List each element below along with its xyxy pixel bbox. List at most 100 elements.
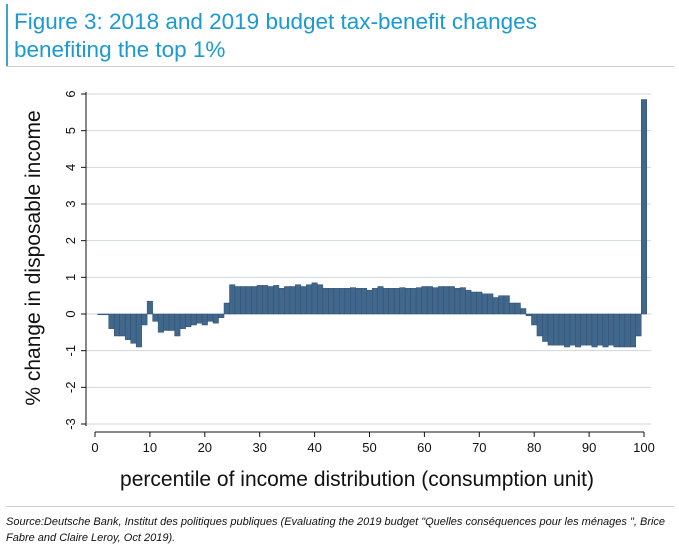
bar	[553, 313, 560, 346]
bar	[619, 313, 626, 348]
bar	[344, 288, 351, 315]
bar	[404, 288, 411, 315]
bar	[487, 293, 494, 315]
bar	[586, 313, 593, 346]
gridlines	[86, 93, 651, 425]
bar	[240, 286, 247, 315]
bars	[97, 99, 647, 348]
bar	[641, 99, 647, 315]
bar	[624, 313, 631, 348]
bar	[218, 313, 225, 318]
bar	[415, 287, 422, 315]
bar	[157, 313, 164, 333]
bar	[536, 313, 543, 337]
bar	[476, 291, 483, 315]
bar	[207, 313, 214, 322]
bar	[223, 302, 230, 315]
source-note: Source:Deutsche Bank, Institut des polit…	[6, 516, 666, 544]
bar	[256, 285, 263, 315]
bar	[251, 286, 258, 315]
y-tick-label: 5	[63, 127, 78, 134]
y-tick-label: -2	[63, 382, 78, 394]
bar	[278, 288, 285, 315]
bar	[399, 287, 406, 315]
bar	[185, 313, 192, 328]
x-tick-label: 70	[472, 440, 486, 455]
bar	[113, 313, 120, 337]
bar	[454, 288, 461, 315]
x-tick-label: 10	[143, 440, 157, 455]
bar	[262, 285, 269, 315]
x-tick-label: 60	[417, 440, 431, 455]
bar	[212, 313, 219, 324]
x-axis-title: percentile of income distribution (consu…	[120, 468, 594, 491]
bar	[613, 313, 620, 348]
bar	[520, 308, 527, 315]
bar	[267, 286, 274, 315]
bar	[201, 313, 208, 326]
bar	[575, 313, 582, 348]
bar	[328, 288, 335, 315]
bar	[465, 289, 472, 315]
bar	[608, 313, 615, 346]
bar	[509, 302, 516, 315]
y-tick-label: 0	[63, 310, 78, 317]
bar	[289, 286, 296, 315]
bar	[597, 313, 604, 346]
bar	[426, 286, 433, 315]
bar	[196, 313, 203, 324]
x-tick-label: 20	[198, 440, 212, 455]
bar	[102, 313, 109, 316]
bar	[273, 285, 280, 315]
bar	[300, 286, 307, 315]
bar	[190, 313, 197, 326]
figure-title-line-1: Figure 3: 2018 and 2019 budget tax-benef…	[14, 9, 537, 34]
y-tick-label: 2	[63, 237, 78, 244]
bar	[306, 284, 313, 315]
bar	[459, 287, 466, 315]
bar	[525, 313, 532, 317]
x-tick-label: 30	[252, 440, 266, 455]
y-tick-label: 6	[63, 90, 78, 97]
bar	[146, 300, 153, 315]
bar	[547, 313, 554, 346]
bar	[97, 313, 104, 316]
figure-title: Figure 3: 2018 and 2019 budget tax-benef…	[14, 8, 654, 64]
bar	[498, 295, 505, 315]
bar	[492, 297, 499, 315]
bar	[124, 313, 131, 340]
bar	[234, 286, 241, 315]
bar	[372, 288, 378, 315]
bar	[350, 287, 357, 315]
x-tick-label: 0	[91, 440, 98, 455]
bar	[569, 313, 576, 346]
bar	[503, 295, 510, 315]
bar	[311, 282, 318, 315]
bar	[558, 313, 565, 346]
y-tick-label: 4	[63, 164, 78, 171]
bar	[377, 286, 384, 315]
bar	[388, 288, 395, 315]
bar	[481, 293, 488, 315]
bar	[361, 288, 368, 315]
bar	[448, 286, 455, 315]
y-tick-label: -1	[63, 345, 78, 357]
y-tick-label: 1	[63, 274, 78, 281]
bar	[333, 288, 340, 315]
y-tick-label: -3	[63, 418, 78, 430]
x-tick-label: 100	[633, 440, 655, 455]
x-tick-label: 80	[527, 440, 541, 455]
bar	[393, 288, 400, 315]
bar	[284, 286, 291, 315]
bar	[421, 286, 428, 315]
figure-title-line-2: benefiting the top 1%	[14, 37, 226, 62]
bar	[229, 284, 236, 315]
bar	[432, 287, 439, 315]
bar	[602, 313, 609, 348]
bar	[580, 313, 587, 346]
x-tick-label: 90	[582, 440, 596, 455]
bar	[339, 288, 346, 315]
source-divider	[6, 506, 674, 507]
